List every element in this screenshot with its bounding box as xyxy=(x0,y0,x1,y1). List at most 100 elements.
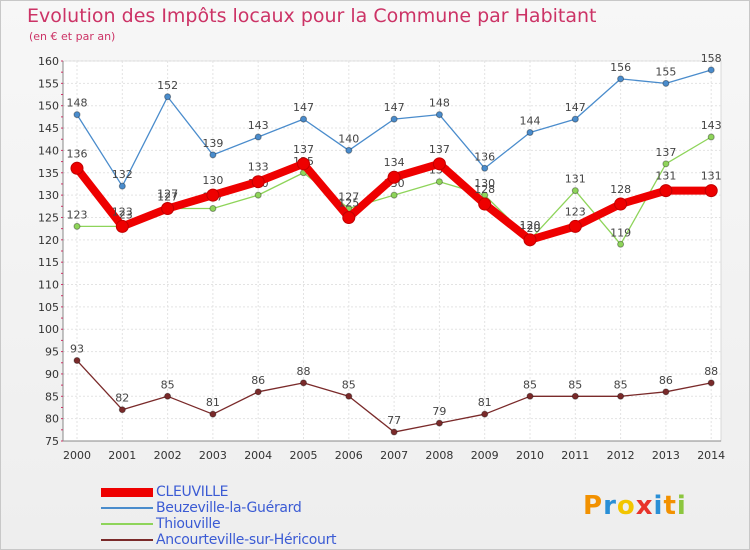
data-point-beuzeville-la-gu-rard xyxy=(662,79,670,87)
data-label-beuzeville-la-gu-rard: 152 xyxy=(157,79,178,92)
data-label-ancourteville-sur-h-ricourt: 85 xyxy=(568,378,582,391)
data-point-ancourteville-sur-h-ricourt xyxy=(526,392,534,400)
data-label-cleuville: 131 xyxy=(701,170,722,183)
logo-letter: r xyxy=(603,491,617,521)
data-point-beuzeville-la-gu-rard xyxy=(118,182,126,190)
data-label-ancourteville-sur-h-ricourt: 85 xyxy=(161,378,175,391)
data-point-beuzeville-la-gu-rard xyxy=(254,133,262,141)
data-label-cleuville: 120 xyxy=(520,219,541,232)
data-point-cleuville xyxy=(206,188,220,202)
data-label-beuzeville-la-gu-rard: 155 xyxy=(655,65,676,78)
data-label-beuzeville-la-gu-rard: 140 xyxy=(338,132,359,145)
y-tick-label: 85 xyxy=(45,390,59,403)
y-tick-label: 125 xyxy=(38,211,59,224)
data-point-cleuville xyxy=(568,219,582,233)
x-tick-label: 2006 xyxy=(335,449,363,462)
data-point-cleuville xyxy=(342,210,356,224)
data-point-ancourteville-sur-h-ricourt xyxy=(617,392,625,400)
data-label-beuzeville-la-gu-rard: 132 xyxy=(112,168,133,181)
data-label-thiouville: 119 xyxy=(610,226,631,239)
y-tick-label: 130 xyxy=(38,189,59,202)
data-label-thiouville: 131 xyxy=(565,173,586,186)
data-label-beuzeville-la-gu-rard: 136 xyxy=(474,150,495,163)
data-point-beuzeville-la-gu-rard xyxy=(345,146,353,154)
plot-area xyxy=(62,60,722,442)
data-point-beuzeville-la-gu-rard xyxy=(209,151,217,159)
data-label-ancourteville-sur-h-ricourt: 85 xyxy=(342,378,356,391)
y-tick-label: 105 xyxy=(38,301,59,314)
y-tick-label: 95 xyxy=(45,346,59,359)
data-label-ancourteville-sur-h-ricourt: 82 xyxy=(115,392,129,405)
x-tick-label: 2013 xyxy=(652,449,680,462)
data-point-thiouville xyxy=(254,191,262,199)
x-tick-label: 2003 xyxy=(199,449,227,462)
data-label-thiouville: 123 xyxy=(67,208,88,221)
data-label-cleuville: 125 xyxy=(338,196,359,209)
x-tick-label: 2014 xyxy=(697,449,725,462)
x-tick-label: 2007 xyxy=(380,449,408,462)
data-label-beuzeville-la-gu-rard: 148 xyxy=(429,97,450,110)
data-label-thiouville: 143 xyxy=(701,119,722,132)
data-label-beuzeville-la-gu-rard: 147 xyxy=(384,101,405,114)
data-point-beuzeville-la-gu-rard xyxy=(435,111,443,119)
x-tick-label: 2011 xyxy=(561,449,589,462)
x-tick-label: 2012 xyxy=(607,449,635,462)
data-label-beuzeville-la-gu-rard: 158 xyxy=(701,52,722,65)
data-label-cleuville: 123 xyxy=(112,205,133,218)
data-point-cleuville xyxy=(297,157,310,171)
y-tick-label: 120 xyxy=(38,234,59,247)
data-point-ancourteville-sur-h-ricourt xyxy=(662,388,670,396)
y-tick-label: 75 xyxy=(45,435,59,448)
logo-letter: P xyxy=(583,491,604,521)
legend-swatch-cleuville xyxy=(101,488,153,497)
data-point-beuzeville-la-gu-rard xyxy=(617,75,625,83)
logo-letter: x xyxy=(635,491,654,521)
data-point-cleuville xyxy=(659,184,673,198)
chart-subtitle: (en € et par an) xyxy=(29,30,116,43)
y-tick-label: 135 xyxy=(38,167,59,180)
data-point-beuzeville-la-gu-rard xyxy=(707,66,715,74)
x-tick-label: 2002 xyxy=(154,449,182,462)
legend-label-beuzeville: Beuzeville-la-Guérard xyxy=(156,500,302,516)
data-label-ancourteville-sur-h-ricourt: 93 xyxy=(70,343,84,356)
data-point-ancourteville-sur-h-ricourt xyxy=(164,392,172,400)
legend-label-ancourteville: Ancourteville-sur-Héricourt xyxy=(156,532,337,548)
data-point-thiouville xyxy=(73,222,81,230)
logo-letter: i xyxy=(653,491,664,521)
data-label-cleuville: 127 xyxy=(157,188,178,201)
data-label-cleuville: 137 xyxy=(293,143,314,156)
data-label-thiouville: 130 xyxy=(474,177,495,190)
chart-title: Evolution des Impôts locaux pour la Comm… xyxy=(27,5,597,27)
data-label-ancourteville-sur-h-ricourt: 86 xyxy=(659,374,673,387)
legend-swatch-ancourteville xyxy=(101,539,153,541)
data-point-cleuville xyxy=(387,170,401,184)
data-label-cleuville: 137 xyxy=(429,143,450,156)
legend-swatch-beuzeville xyxy=(101,507,153,509)
legend-swatch-thiouville xyxy=(101,523,153,525)
data-point-cleuville xyxy=(704,184,718,198)
x-tick-label: 2008 xyxy=(425,449,453,462)
data-label-cleuville: 128 xyxy=(474,183,495,196)
data-label-ancourteville-sur-h-ricourt: 88 xyxy=(704,365,718,378)
y-tick-label: 150 xyxy=(38,100,59,113)
data-point-ancourteville-sur-h-ricourt xyxy=(390,428,398,436)
y-tick-label: 100 xyxy=(38,323,59,336)
x-tick-label: 2005 xyxy=(290,449,318,462)
y-tick-label: 160 xyxy=(38,55,59,68)
data-point-thiouville xyxy=(209,205,217,213)
data-point-ancourteville-sur-h-ricourt xyxy=(571,392,579,400)
data-label-cleuville: 136 xyxy=(67,147,88,160)
data-label-ancourteville-sur-h-ricourt: 81 xyxy=(206,396,220,409)
data-point-cleuville xyxy=(432,157,446,171)
data-point-cleuville xyxy=(478,197,492,211)
data-point-ancourteville-sur-h-ricourt xyxy=(481,410,489,418)
y-tick-label: 80 xyxy=(45,413,59,426)
logo-letter: t xyxy=(663,491,677,521)
data-point-ancourteville-sur-h-ricourt xyxy=(707,379,715,387)
data-point-ancourteville-sur-h-ricourt xyxy=(118,406,126,414)
data-point-cleuville xyxy=(614,197,628,211)
data-point-cleuville xyxy=(115,219,129,233)
data-point-thiouville xyxy=(617,240,625,248)
data-point-ancourteville-sur-h-ricourt xyxy=(209,410,217,418)
